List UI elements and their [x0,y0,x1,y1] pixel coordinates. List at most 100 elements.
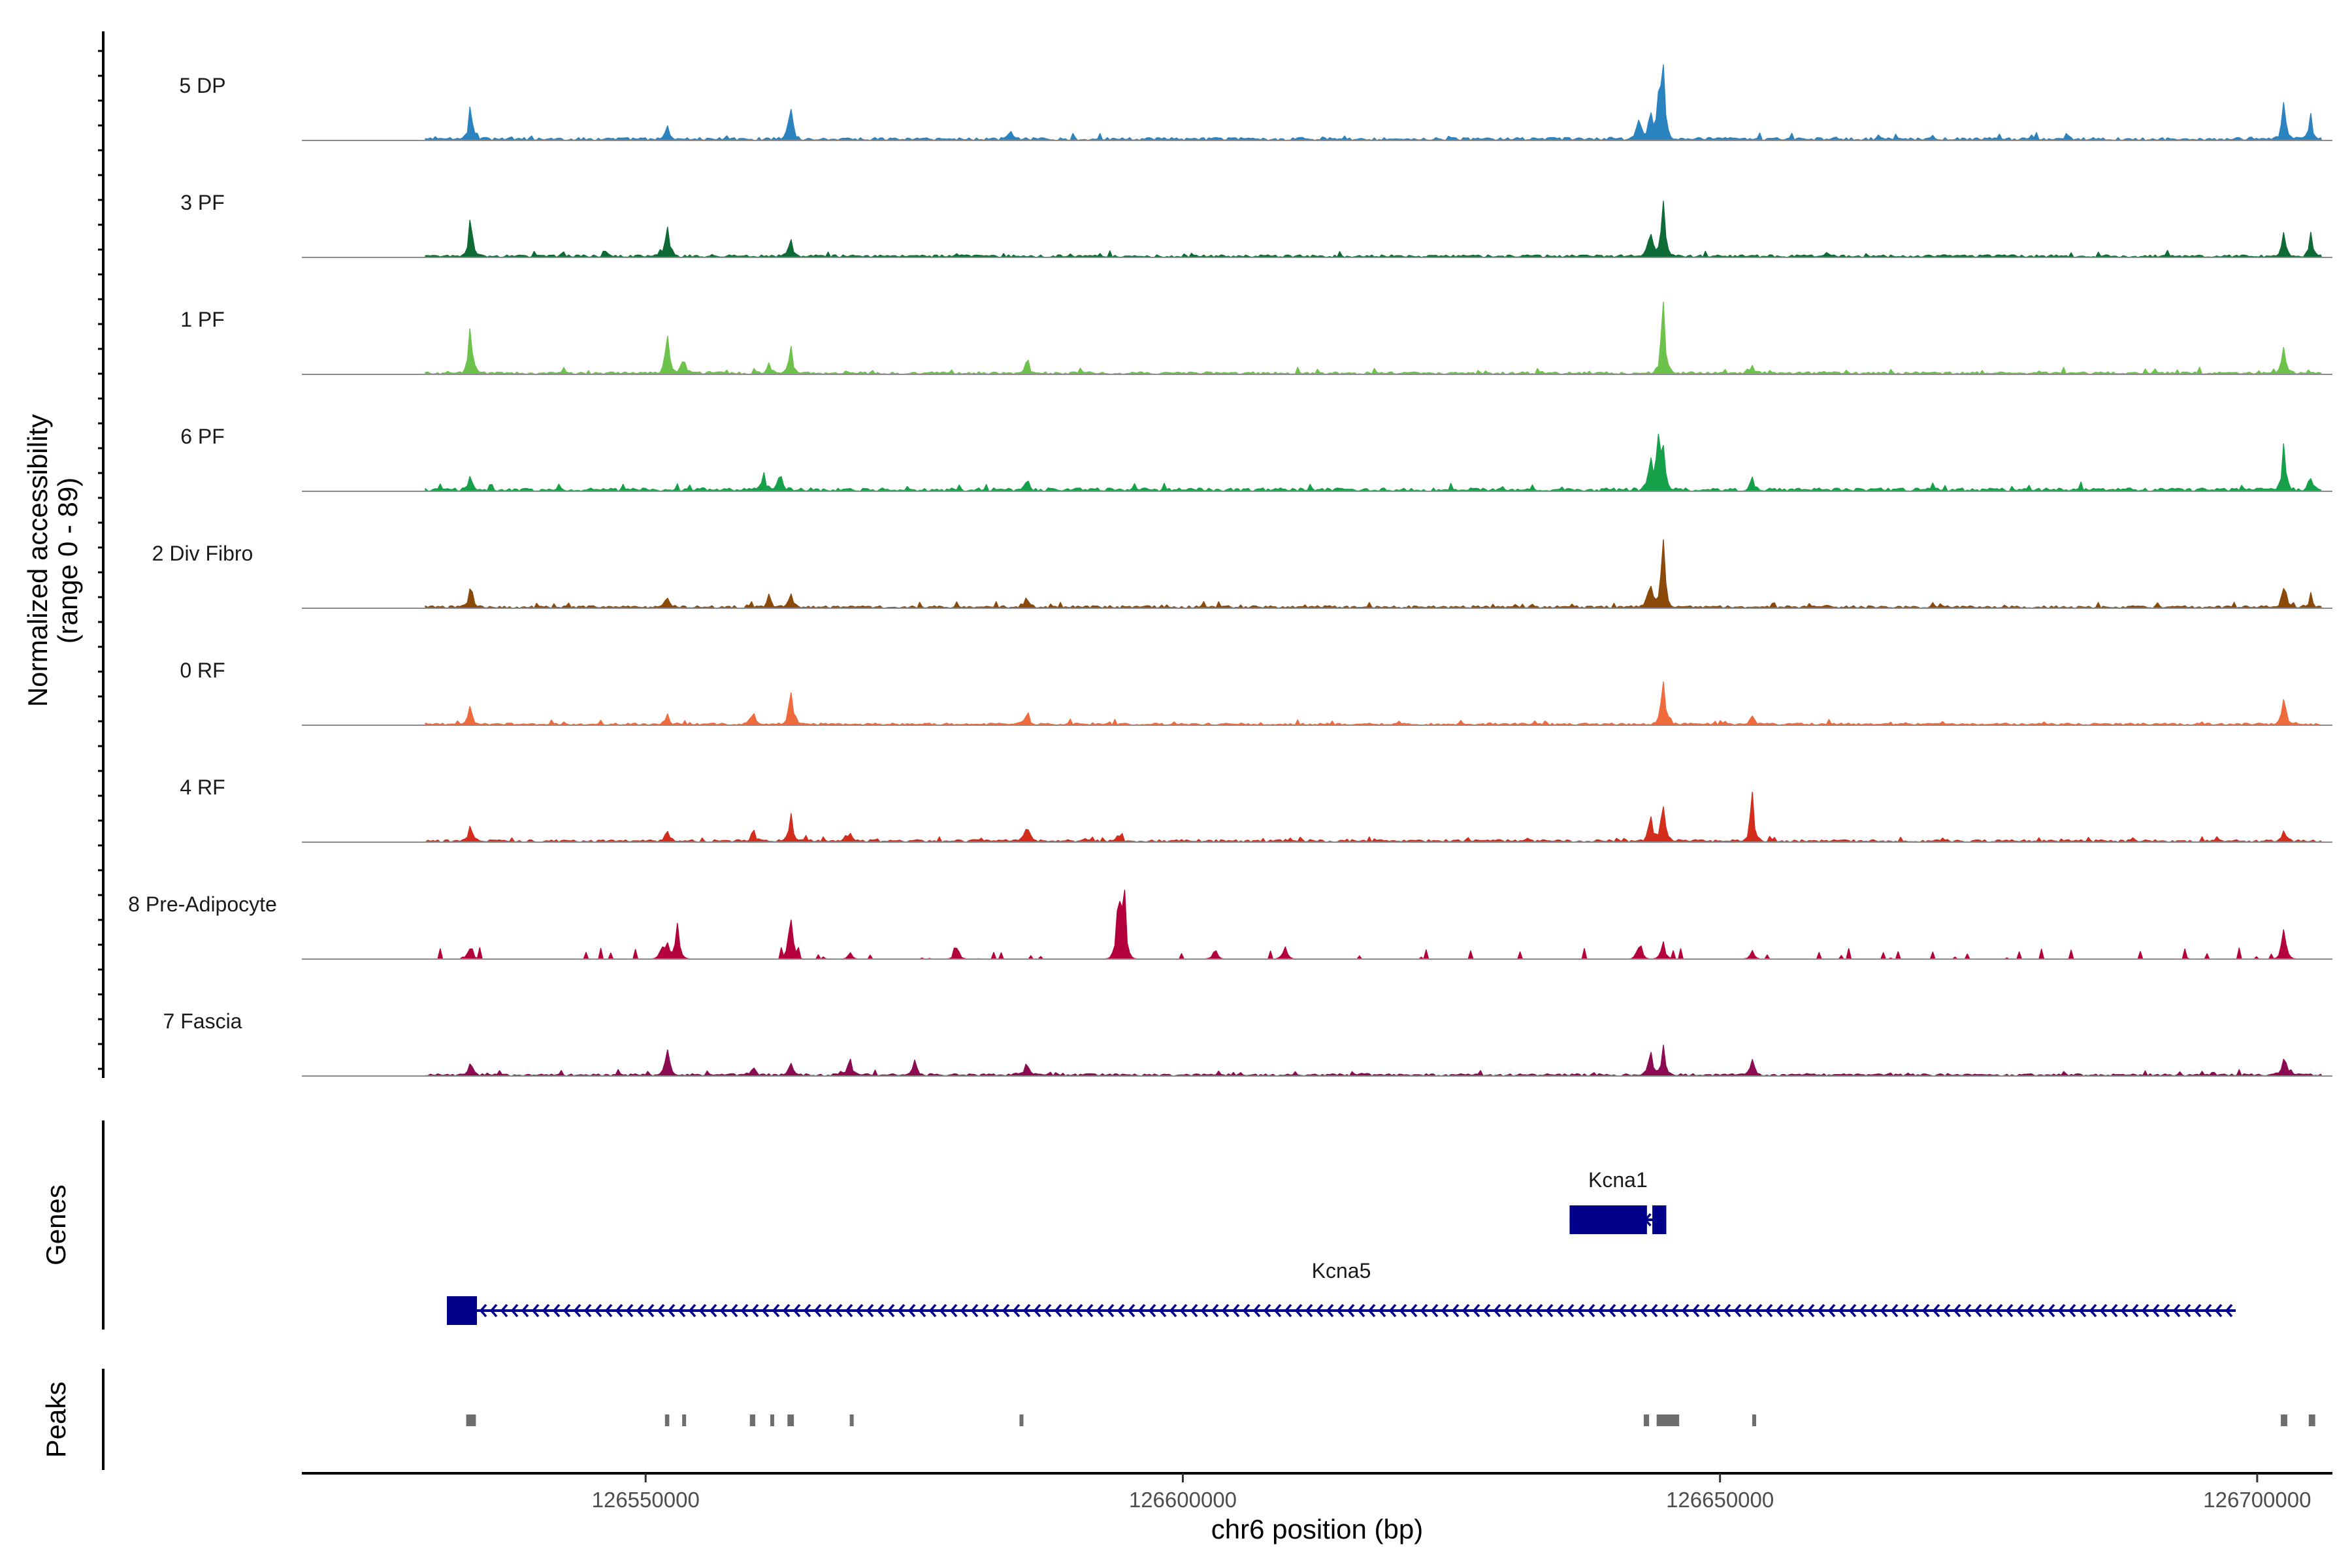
strand-arrow [2057,1303,2066,1318]
strand-arrow [1357,1303,1365,1318]
strand-arrow [887,1303,895,1318]
peak-region [849,1414,854,1426]
strand-arrow [1545,1303,1554,1318]
strand-arrow [2214,1303,2223,1318]
strand-arrow [646,1303,655,1318]
strand-arrow [1723,1303,1731,1318]
strand-arrow [1639,1303,1648,1318]
peak-region [2308,1414,2315,1426]
strand-arrow [824,1303,832,1318]
strand-arrow [500,1303,508,1318]
track-label: 8 Pre-Adipocyte [128,892,277,916]
peak-region [682,1414,687,1426]
strand-arrow [2183,1303,2191,1318]
strand-arrow [1629,1303,1637,1318]
x-tick-label: 126650000 [1666,1488,1774,1512]
strand-arrow [698,1303,707,1318]
gene-exon [447,1296,478,1325]
strand-arrow [897,1303,906,1318]
strand-arrow [876,1303,885,1318]
gene-exon [1652,1205,1667,1234]
strand-arrow [1273,1303,1282,1318]
strand-arrow [2141,1303,2149,1318]
strand-arrow [1942,1303,1951,1318]
strand-arrow [782,1303,791,1318]
peak-region [1643,1414,1650,1426]
strand-arrow [2026,1303,2034,1318]
strand-arrow [1556,1303,1564,1318]
strand-arrow [803,1303,811,1318]
strand-arrow [1608,1303,1616,1318]
strand-arrow [1075,1303,1083,1318]
strand-arrow [1691,1303,1700,1318]
strand-arrow [1096,1303,1104,1318]
strand-arrow [1284,1303,1292,1318]
strand-arrow [1890,1303,1899,1318]
strand-arrow [1671,1303,1679,1318]
strand-arrow [1472,1303,1480,1318]
strand-arrow [1733,1303,1742,1318]
strand-arrow [1650,1303,1658,1318]
strand-arrow [1503,1303,1512,1318]
strand-arrow [657,1303,665,1318]
strand-arrow [1148,1303,1156,1318]
strand-arrow [1618,1303,1627,1318]
strand-arrow [1796,1303,1805,1318]
strand-arrow [1963,1303,1972,1318]
accessibility-y-axis [98,31,105,1078]
strand-arrow [1995,1303,2003,1318]
y-axis-title-line1: Normalized accessibility [22,414,53,707]
peak-region [466,1414,476,1426]
strand-arrow [1859,1303,1867,1318]
strand-arrow [1712,1303,1721,1318]
strand-arrow [1326,1303,1334,1318]
strand-arrow [615,1303,623,1318]
strand-arrow [510,1303,519,1318]
strand-arrow [1211,1303,1219,1318]
strand-arrow [2151,1303,2160,1318]
strand-arrow [1806,1303,1815,1318]
gene-label: Kcna5 [1312,1259,1371,1282]
strand-arrow [761,1303,770,1318]
track-label: 4 RF [180,776,225,799]
strand-arrow [949,1303,958,1318]
track-label: 3 PF [180,191,225,214]
strand-arrow [1200,1303,1209,1318]
coverage-track: 2 Div Fibro [152,539,2332,609]
strand-arrow [1514,1303,1522,1318]
strand-arrow [981,1303,989,1318]
strand-arrow [1827,1303,1836,1318]
strand-arrow [688,1303,696,1318]
strand-arrow [2036,1303,2045,1318]
strand-arrow [542,1303,550,1318]
strand-arrow [1744,1303,1752,1318]
strand-arrow [479,1303,487,1318]
strand-arrow [1911,1303,1919,1318]
peak-region [749,1414,755,1426]
strand-arrow [1524,1303,1533,1318]
coverage-tracks: 5 DP 3 PF 1 PF 6 PF 2 Div Fibro 0 RF 4 RF 8 Pre… [128,64,2332,1077]
strand-arrow [1002,1303,1010,1318]
strand-arrow [1451,1303,1460,1318]
gene-model: Kcna1 [1569,1168,1667,1234]
strand-arrow [1388,1303,1397,1318]
coverage-track: 5 DP [179,64,2332,141]
coverage-track: 3 PF [180,191,2332,258]
strand-arrow [1817,1303,1825,1318]
strand-arrow [1535,1303,1543,1318]
strand-arrow [2172,1303,2181,1318]
peak-region [770,1414,774,1426]
coverage-track: 6 PF [180,425,2332,492]
strand-arrow [2131,1303,2139,1318]
strand-arrow [489,1303,498,1318]
peak-region [2281,1414,2287,1426]
peaks-panel [466,1414,2315,1426]
strand-arrow [1242,1303,1250,1318]
peak-region [664,1414,670,1426]
peak-region [1752,1414,1756,1426]
strand-arrow [813,1303,822,1318]
strand-arrow [552,1303,561,1318]
strand-arrow [594,1303,602,1318]
strand-arrow [2068,1303,2076,1318]
